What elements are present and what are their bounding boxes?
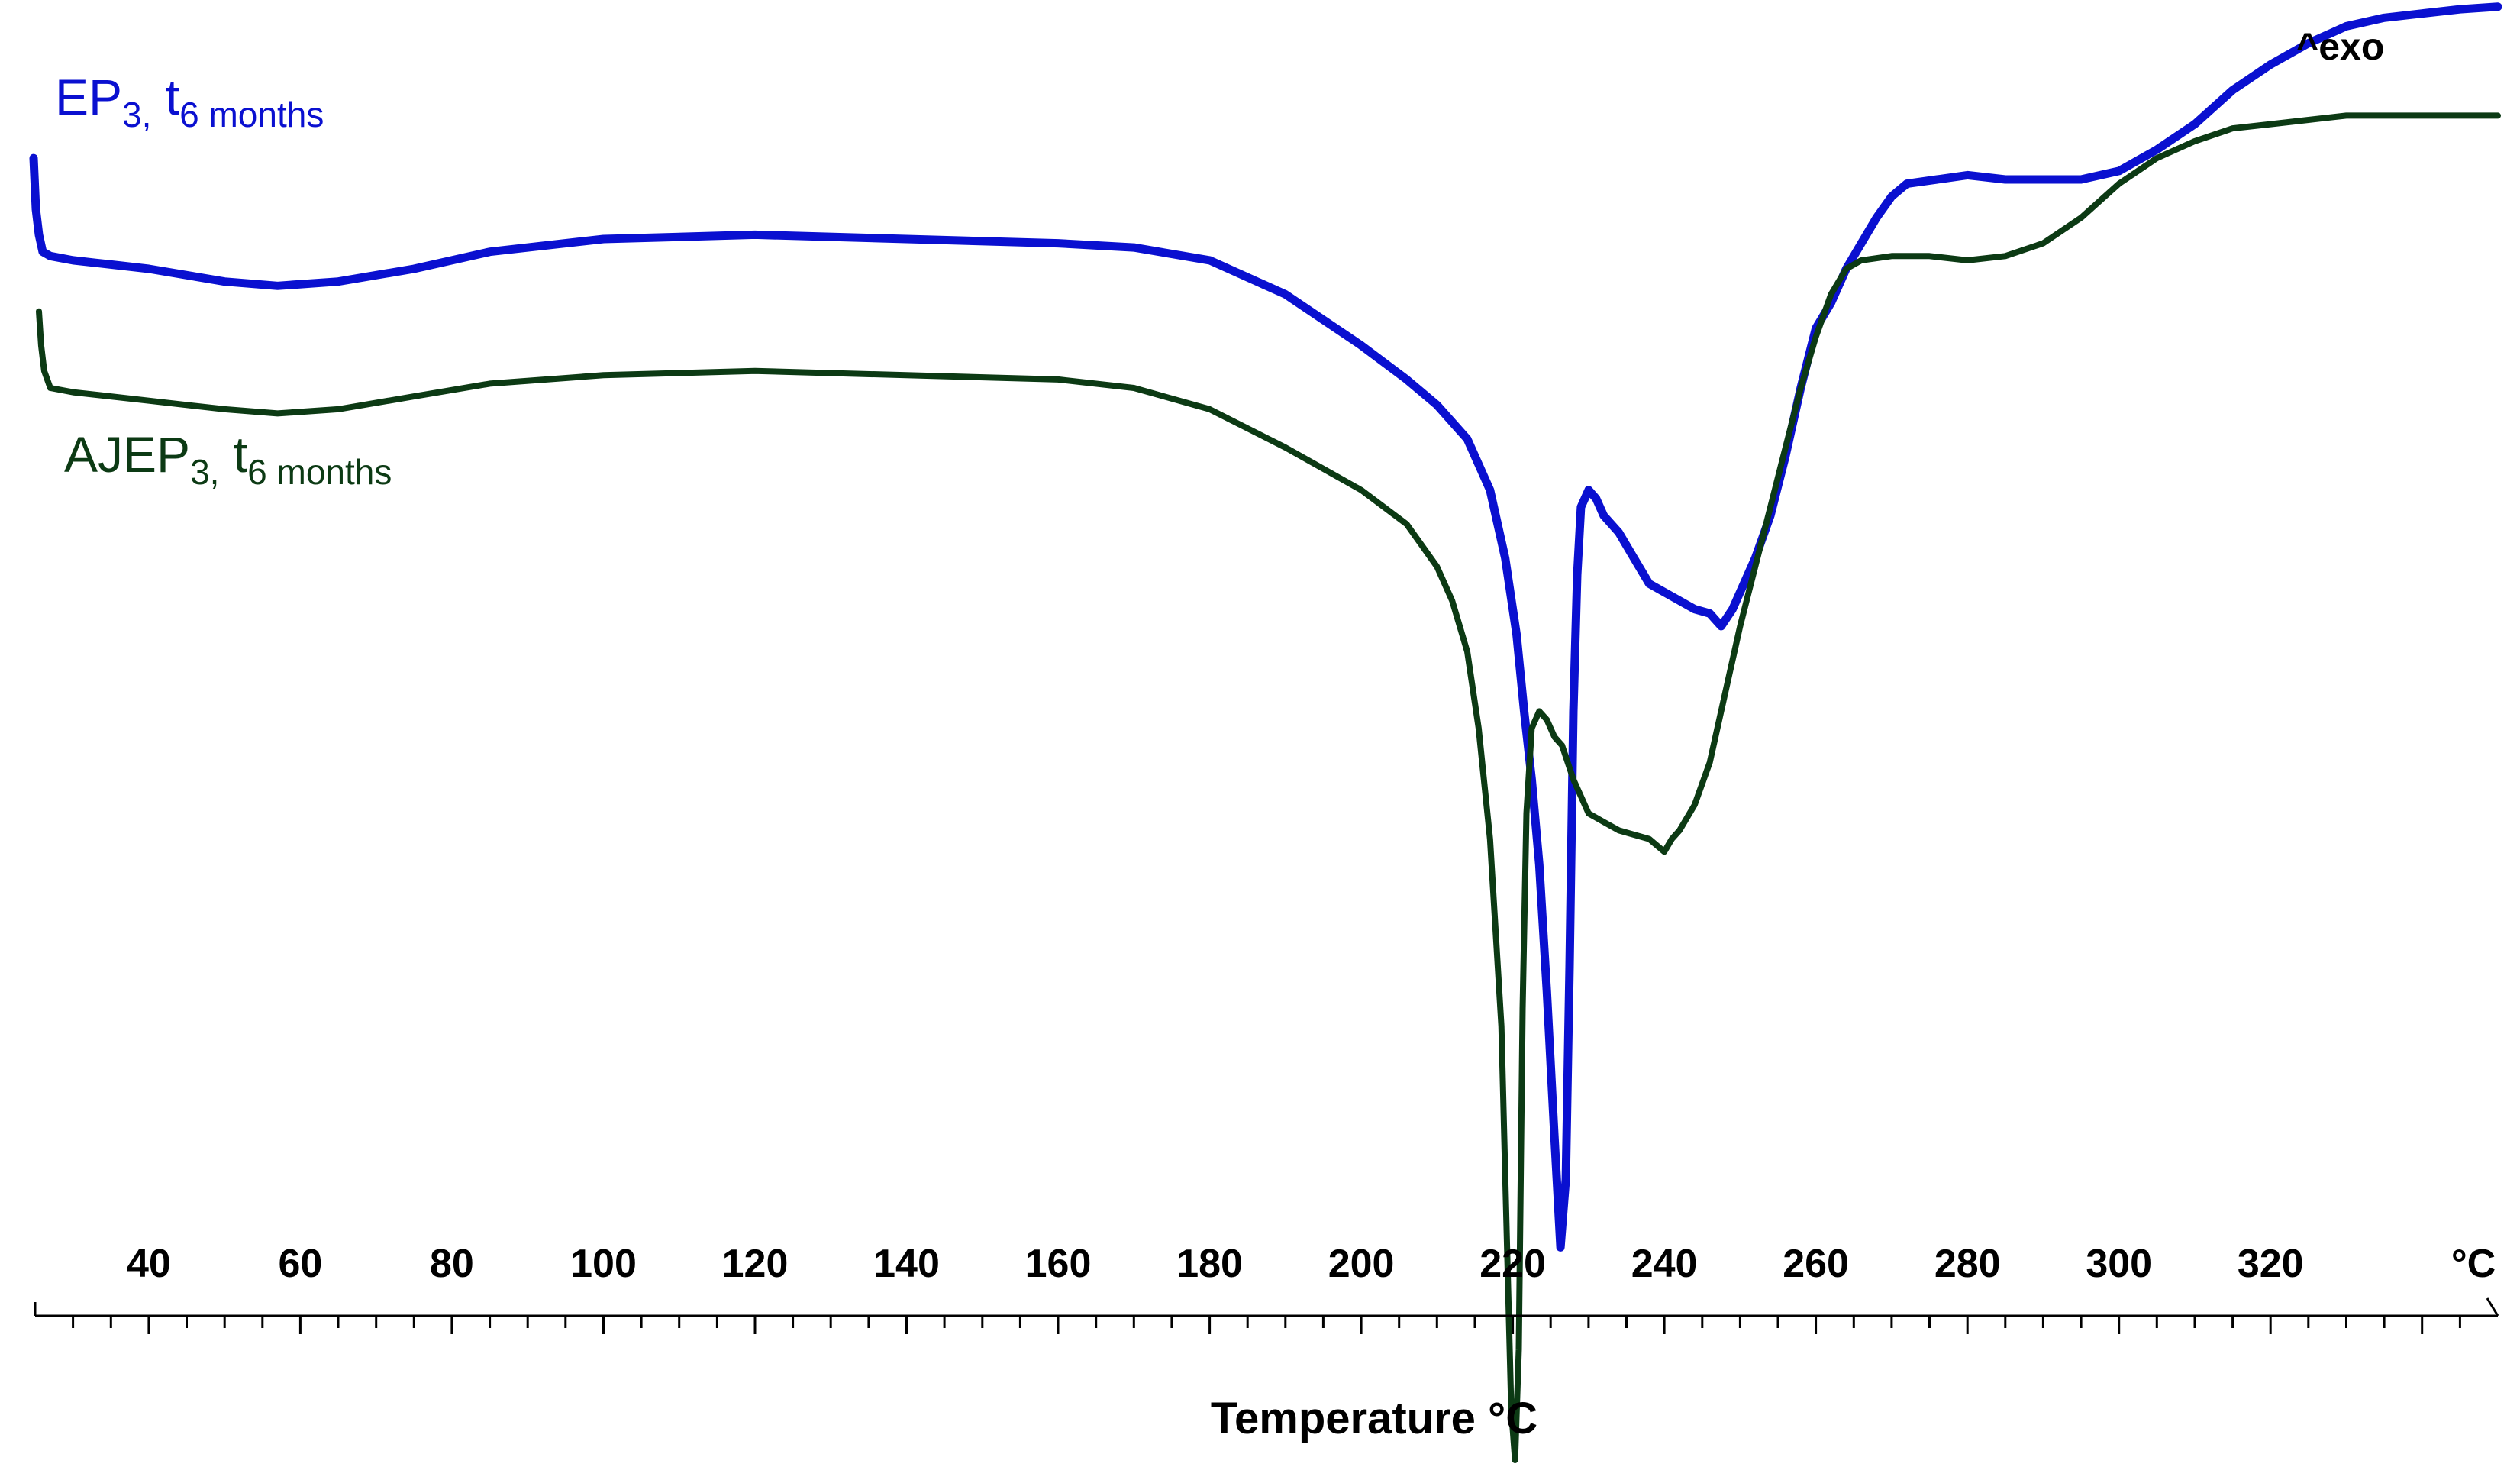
tick-label-80: 80 [430,1242,474,1286]
x-axis-ticks [72,1316,2461,1334]
tick-label-280: 280 [1934,1242,2001,1286]
exo-direction-label: ^exo [2296,25,2384,68]
x-axis: 40 60 80 100 120 140 160 180 200 220 240 260 280 300 3… [34,1242,2499,1443]
tick-label-60: 60 [278,1242,322,1286]
tick-label-220: 220 [1479,1242,1546,1286]
series-line-ep3 [29,2,2502,1252]
x-axis-unit-label: °C [2451,1242,2496,1286]
tick-label-140: 140 [873,1242,940,1286]
tick-label-240: 240 [1631,1242,1698,1286]
tick-label-40: 40 [127,1242,171,1286]
tick-label-260: 260 [1783,1242,1849,1286]
series-line-ajep3 [36,112,2501,1463]
tick-label-160: 160 [1025,1242,1092,1286]
x-axis-title: Temperature °C [1211,1394,1537,1443]
tick-label-200: 200 [1328,1242,1395,1286]
tick-label-180: 180 [1176,1242,1243,1286]
tick-label-120: 120 [722,1242,789,1286]
x-axis-right-end [2486,1297,2499,1317]
series-label-ep3: EP3, t6 months [55,69,324,134]
series-label-ajep3: AJEP3, t6 months [64,426,392,492]
tick-label-320: 320 [2238,1242,2304,1286]
tick-label-100: 100 [570,1242,637,1286]
tick-label-300: 300 [2086,1242,2152,1286]
x-axis-tick-labels: 40 60 80 100 120 140 160 180 200 220 240 260 280 300 3… [127,1242,2304,1286]
data-curves [29,2,2502,1463]
plot-area [29,2,2502,1463]
